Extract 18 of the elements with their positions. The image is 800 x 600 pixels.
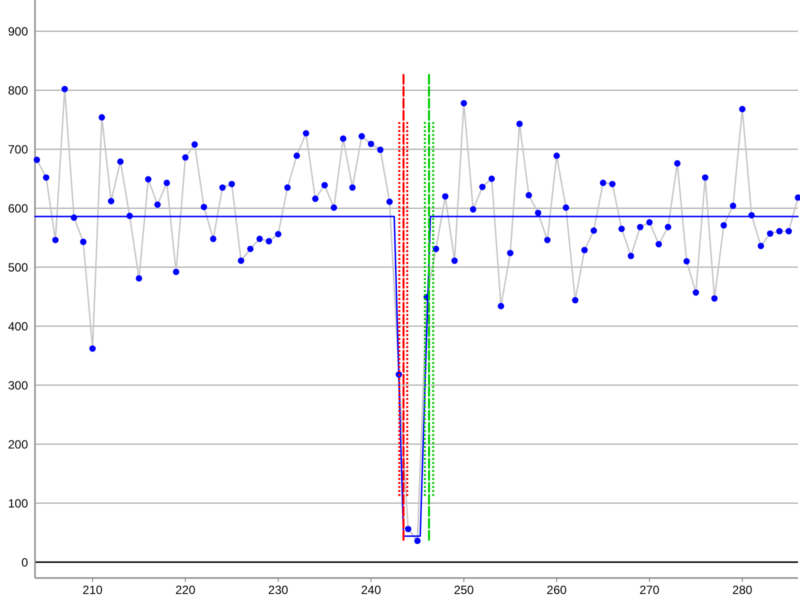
x-tick-label: 260	[546, 583, 567, 597]
y-tick-label: 300	[8, 378, 28, 392]
y-tick-label: 600	[8, 201, 28, 216]
x-tick-label: 230	[268, 583, 289, 597]
x-tick-label: 220	[175, 583, 196, 597]
y-tick-label: 400	[8, 319, 28, 334]
x-tick-label: 280	[732, 583, 753, 597]
y-tick-label: 0	[21, 555, 28, 570]
y-tick-label: 900	[8, 24, 28, 38]
x-tick-label: 270	[639, 583, 660, 597]
y-tick-label: 100	[8, 496, 28, 510]
y-tick-label: 200	[8, 437, 28, 452]
x-tick-label: 240	[361, 583, 382, 597]
y-tick-label: 500	[8, 260, 28, 274]
y-tick-label: 700	[8, 142, 28, 156]
x-tick-label: 210	[82, 583, 103, 597]
y-tick-label: 800	[8, 83, 28, 98]
x-tick-label: 250	[454, 583, 474, 597]
